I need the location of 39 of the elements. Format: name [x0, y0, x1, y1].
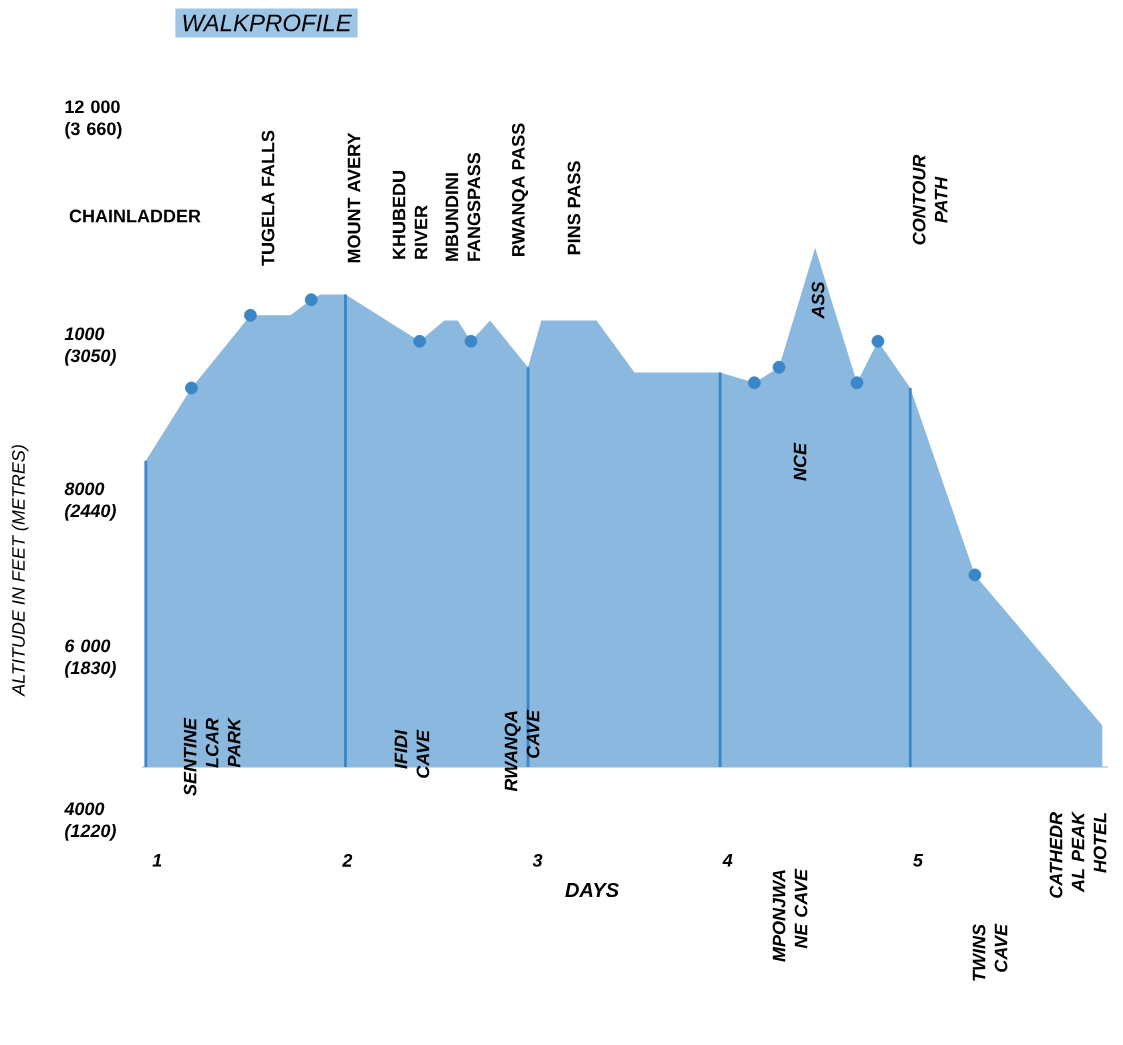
point — [968, 568, 982, 582]
text: 8000 (2440) — [64, 482, 116, 521]
x-tick-label: 4 — [722, 854, 733, 867]
text: 1000 (3050) — [64, 327, 116, 366]
text: CHAINLADDER — [69, 209, 201, 223]
text: CATHEDR AL PEAK HOTEL — [1049, 810, 1107, 898]
annotation: SENTINE LCAR PARK — [183, 716, 241, 796]
annotation: PINS PASS — [567, 161, 581, 255]
text: ALTITUDE IN FEET (METRES) — [11, 445, 29, 697]
text: MPONJWA NE CAVE — [772, 868, 808, 962]
text: CONTOUR PATH — [912, 154, 948, 245]
annotation: RWANQA PASS — [511, 123, 529, 256]
text: 6 000 (1830) — [65, 639, 116, 678]
x-tick-label: 1 — [152, 854, 162, 867]
point — [244, 308, 257, 322]
x-tick-label: 3 — [532, 854, 543, 867]
annotation: MOUNT AVERY — [347, 132, 361, 263]
annotation: KHUBEDU RIVER — [392, 171, 428, 259]
point — [747, 376, 761, 390]
annotation: RWANQA CAVE — [504, 709, 540, 792]
annotation: ASS — [811, 281, 825, 319]
point — [871, 334, 885, 348]
text: TWINS CAVE — [972, 923, 1008, 981]
x-tick-label: 2 — [342, 854, 353, 867]
annotation: TUGELA FALLS — [261, 130, 275, 266]
text: 4000 (1220) — [64, 802, 116, 841]
point — [304, 293, 318, 307]
annotation: MBUNDINI FANGSPASS — [445, 153, 481, 261]
point — [464, 334, 478, 348]
x-axis-title: DAYS — [565, 882, 619, 898]
chart-title: WALKPROFILE — [183, 14, 352, 32]
point — [850, 376, 864, 390]
point — [185, 381, 198, 395]
text: 12 000 (3 660) — [65, 100, 122, 139]
annotation: NCE — [793, 442, 807, 481]
annotation: IFIDI CAVE — [394, 729, 430, 778]
x-tick-label: 5 — [913, 854, 924, 867]
point — [413, 334, 427, 348]
point — [772, 360, 786, 374]
